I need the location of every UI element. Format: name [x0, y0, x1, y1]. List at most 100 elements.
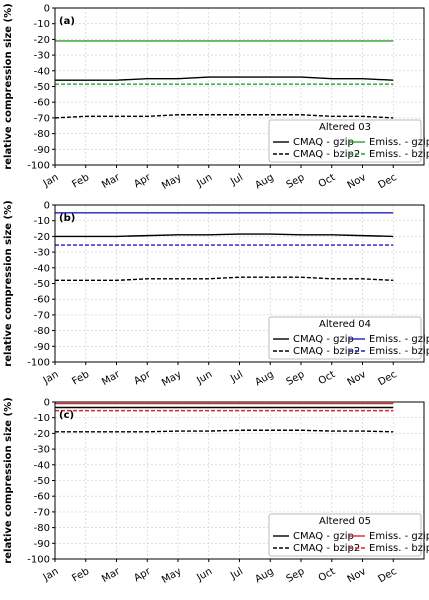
- legend-label: Emiss. - gzip: [369, 334, 429, 345]
- y-tick-label: -40: [34, 66, 50, 77]
- legend-label: Emiss. - bzip2: [369, 543, 429, 554]
- x-tick-label: Sep: [285, 172, 307, 191]
- y-tick-label: -100: [27, 358, 50, 369]
- y-tick-label: -100: [27, 555, 50, 566]
- legend-title: Altered 03: [319, 122, 371, 133]
- y-tick-label: -70: [34, 113, 50, 124]
- x-tick-label: Jan: [41, 566, 61, 584]
- y-tick-label: -20: [34, 429, 50, 440]
- x-tick-label: Dec: [376, 172, 398, 191]
- panel-label: (b): [59, 213, 75, 224]
- legend-label: CMAQ - gzip: [293, 137, 354, 148]
- legend-label: CMAQ - gzip: [293, 334, 354, 345]
- y-tick-label: -40: [34, 263, 50, 274]
- x-tick-label: Jun: [194, 172, 214, 190]
- series-line: [55, 276, 394, 282]
- x-tick-label: Dec: [376, 566, 398, 585]
- legend-box: [268, 119, 422, 163]
- legend-label: Emiss. - bzip2: [369, 346, 429, 357]
- y-tick-label: 0: [44, 4, 50, 15]
- legend-box: [268, 513, 422, 557]
- x-tick-label: Nov: [346, 566, 368, 585]
- x-tick-label: Mar: [100, 369, 123, 388]
- legend-label: Emiss. - gzip: [369, 531, 429, 542]
- y-tick-label: -90: [34, 539, 50, 550]
- x-tick-label: Feb: [70, 566, 91, 584]
- y-tick-label: -20: [34, 35, 50, 46]
- y-tick-label: -70: [34, 310, 50, 321]
- y-tick-label: -90: [34, 342, 50, 353]
- legend-label: CMAQ - bzip2: [293, 149, 360, 160]
- y-tick-label: -90: [34, 145, 50, 156]
- y-tick-label: -40: [34, 460, 50, 471]
- x-tick-label: Mar: [100, 566, 123, 585]
- y-tick-label: -30: [34, 248, 50, 259]
- x-tick-label: May: [160, 369, 183, 389]
- y-tick-label: -30: [34, 51, 50, 62]
- series-line: [55, 233, 394, 238]
- x-tick-label: Aug: [253, 172, 275, 191]
- x-tick-label: Mar: [100, 172, 123, 191]
- legend-label: Emiss. - gzip: [369, 137, 429, 148]
- x-tick-label: Sep: [285, 369, 307, 388]
- x-tick-label: Jun: [194, 566, 214, 584]
- x-tick-label: Nov: [346, 369, 368, 388]
- legend-label: CMAQ - bzip2: [293, 346, 360, 357]
- y-tick-label: -10: [34, 216, 50, 227]
- legend-label: Emiss. - bzip2: [369, 149, 429, 160]
- x-tick-label: Aug: [253, 369, 275, 388]
- series-line: [54, 114, 394, 119]
- y-tick-label: -80: [34, 129, 50, 140]
- y-tick-label: -20: [34, 232, 50, 243]
- y-tick-label: -50: [34, 476, 50, 487]
- x-tick-label: May: [160, 566, 183, 586]
- y-axis-label: relative compression size (%): [3, 397, 14, 563]
- y-tick-label: -60: [34, 295, 50, 306]
- x-tick-label: Jan: [41, 172, 61, 190]
- y-tick-label: -60: [34, 98, 50, 109]
- y-tick-label: -50: [34, 279, 50, 290]
- plot-frame: [54, 401, 425, 560]
- y-tick-label: -50: [34, 82, 50, 93]
- x-tick-label: Oct: [317, 172, 338, 190]
- series-line: [55, 76, 394, 81]
- x-tick-label: Sep: [285, 566, 307, 585]
- x-tick-label: Apr: [132, 172, 153, 191]
- x-tick-label: May: [160, 172, 183, 192]
- y-tick-label: -10: [34, 413, 50, 424]
- y-tick-label: -60: [34, 492, 50, 503]
- series-line: [55, 429, 394, 433]
- x-tick-label: Jan: [41, 369, 61, 387]
- y-tick-label: -80: [34, 326, 50, 337]
- plot-frame: [54, 7, 425, 166]
- legend-box: [268, 316, 422, 360]
- x-tick-label: Jul: [228, 369, 245, 385]
- y-tick-label: -10: [34, 19, 50, 30]
- x-tick-label: Oct: [317, 566, 338, 584]
- y-axis-label: relative compression size (%): [3, 200, 14, 366]
- x-tick-label: Jul: [228, 172, 245, 188]
- x-tick-label: Feb: [70, 172, 91, 190]
- legend-label: CMAQ - bzip2: [293, 543, 360, 554]
- y-tick-label: -30: [34, 445, 50, 456]
- legend-label: CMAQ - gzip: [293, 531, 354, 542]
- panel-label: (a): [59, 16, 75, 27]
- legend-title: Altered 05: [319, 516, 371, 527]
- plot-frame: [54, 204, 425, 363]
- legend-title: Altered 04: [319, 319, 371, 330]
- x-tick-label: Aug: [253, 566, 275, 585]
- x-tick-label: Jul: [228, 566, 245, 582]
- x-tick-label: Nov: [346, 172, 368, 191]
- x-tick-label: Apr: [132, 369, 153, 388]
- y-tick-label: 0: [44, 398, 50, 409]
- x-tick-label: Oct: [317, 369, 338, 387]
- panel-label: (c): [59, 410, 74, 421]
- y-tick-label: 0: [44, 201, 50, 212]
- y-tick-label: -80: [34, 523, 50, 534]
- y-tick-label: -70: [34, 507, 50, 518]
- y-axis-label: relative compression size (%): [3, 3, 14, 169]
- y-tick-label: -100: [27, 161, 50, 172]
- x-tick-label: Dec: [376, 369, 398, 388]
- x-tick-label: Jun: [194, 369, 214, 387]
- x-tick-label: Feb: [70, 369, 91, 387]
